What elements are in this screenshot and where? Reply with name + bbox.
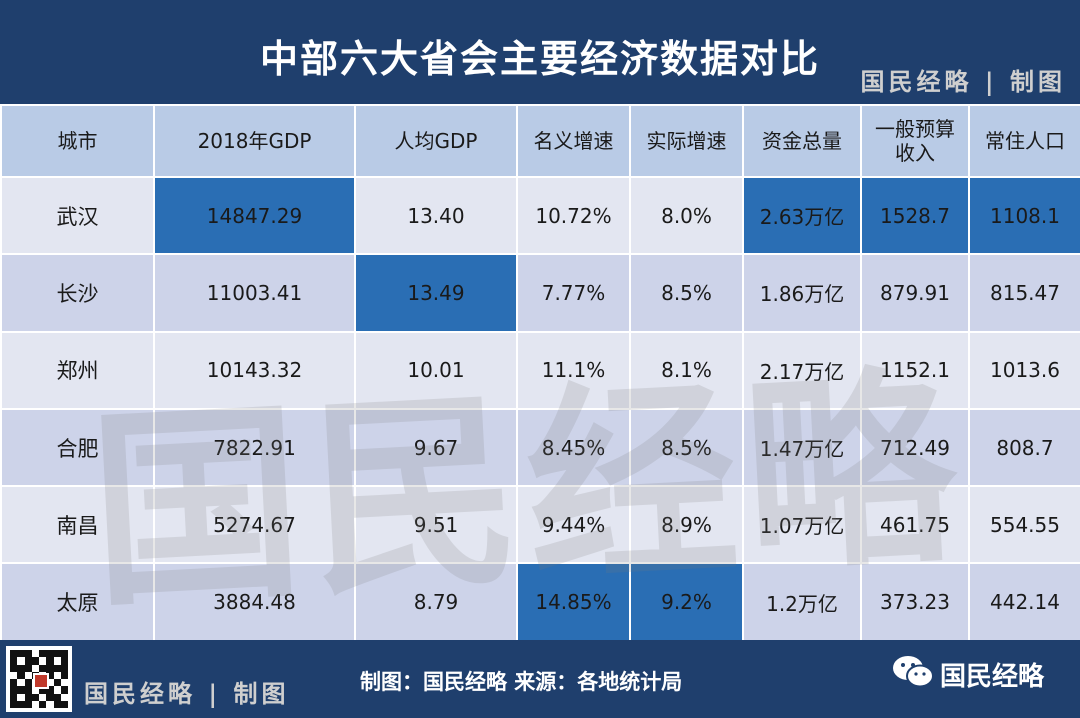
cell-gdp-per-capita: 13.40	[354, 175, 518, 256]
cell-city: 长沙	[0, 253, 155, 333]
cell-real-growth: 8.5%	[629, 407, 744, 488]
cell-population: 442.14	[968, 562, 1080, 642]
table-row: 太原 3884.48 8.79 14.85% 9.2% 1.2万亿 373.23…	[0, 562, 1080, 642]
cell-budget-revenue: 1152.1	[860, 330, 970, 410]
footer-source-text: 制图：国民经略 来源：各地统计局	[360, 670, 683, 694]
cell-population: 815.47	[968, 253, 1080, 333]
footer-brand-watermark: 国民经略 | 制图	[84, 679, 290, 708]
cell-nominal-growth: 8.45%	[516, 407, 631, 488]
cell-budget-revenue: 461.75	[860, 485, 970, 565]
cell-nominal-growth: 7.77%	[516, 253, 631, 333]
cell-deposit-total: 2.63万亿	[742, 175, 862, 256]
cell-nominal-growth: 14.85%	[516, 562, 631, 642]
wechat-name: 国民经略	[940, 662, 1045, 692]
cell-gdp: 5274.67	[153, 485, 356, 565]
header-gdp-per-capita: 人均GDP	[354, 104, 518, 178]
cell-real-growth: 8.1%	[629, 330, 744, 410]
cell-nominal-growth: 10.72%	[516, 175, 631, 256]
header-deposit-total: 资金总量	[742, 104, 862, 178]
cell-gdp: 3884.48	[153, 562, 356, 642]
cell-population: 1013.6	[968, 330, 1080, 410]
table-header-row: 城市 2018年GDP 人均GDP 名义增速 实际增速 资金总量 一般预算 收入…	[0, 104, 1080, 178]
cell-gdp: 14847.29	[153, 175, 356, 256]
cell-city: 南昌	[0, 485, 155, 565]
cell-budget-revenue: 1528.7	[860, 175, 970, 256]
header-gdp-2018: 2018年GDP	[153, 104, 356, 178]
cell-deposit-total: 2.17万亿	[742, 330, 862, 410]
cell-city: 合肥	[0, 407, 155, 488]
cell-city: 郑州	[0, 330, 155, 410]
cell-gdp-per-capita: 8.79	[354, 562, 518, 642]
cell-real-growth: 8.5%	[629, 253, 744, 333]
cell-deposit-total: 1.07万亿	[742, 485, 862, 565]
cell-nominal-growth: 9.44%	[516, 485, 631, 565]
cell-deposit-total: 1.2万亿	[742, 562, 862, 642]
header-budget-revenue-line1: 一般预算	[875, 117, 955, 141]
cell-city: 太原	[0, 562, 155, 642]
cell-population: 808.7	[968, 407, 1080, 488]
data-table-area: 城市 2018年GDP 人均GDP 名义增速 实际增速 资金总量 一般预算 收入…	[0, 104, 1080, 642]
cell-gdp: 10143.32	[153, 330, 356, 410]
cell-real-growth: 8.0%	[629, 175, 744, 256]
cell-budget-revenue: 373.23	[860, 562, 970, 642]
header-nominal-growth: 名义增速	[516, 104, 631, 178]
table-row: 郑州 10143.32 10.01 11.1% 8.1% 2.17万亿 1152…	[0, 330, 1080, 410]
header-population: 常住人口	[968, 104, 1080, 178]
qr-code-icon[interactable]	[6, 646, 72, 712]
qr-logo-icon	[33, 673, 49, 689]
cell-budget-revenue: 712.49	[860, 407, 970, 488]
table-row: 长沙 11003.41 13.49 7.77% 8.5% 1.86万亿 879.…	[0, 253, 1080, 333]
header-real-growth: 实际增速	[629, 104, 744, 178]
cell-city: 武汉	[0, 175, 155, 256]
cell-population: 554.55	[968, 485, 1080, 565]
cell-population: 1108.1	[968, 175, 1080, 256]
cell-nominal-growth: 11.1%	[516, 330, 631, 410]
cell-real-growth: 9.2%	[629, 562, 744, 642]
cell-budget-revenue: 879.91	[860, 253, 970, 333]
cell-deposit-total: 1.47万亿	[742, 407, 862, 488]
economic-data-table: 城市 2018年GDP 人均GDP 名义增速 实际增速 资金总量 一般预算 收入…	[0, 104, 1080, 642]
wechat-icon	[893, 656, 934, 688]
header-budget-revenue-line2: 收入	[895, 141, 935, 165]
cell-gdp-per-capita: 9.67	[354, 407, 518, 488]
cell-gdp-per-capita: 10.01	[354, 330, 518, 410]
header-city: 城市	[0, 104, 155, 178]
cell-gdp: 11003.41	[153, 253, 356, 333]
cell-deposit-total: 1.86万亿	[742, 253, 862, 333]
cell-gdp: 7822.91	[153, 407, 356, 488]
page-title: 中部六大省会主要经济数据对比	[259, 37, 820, 81]
header-budget-revenue: 一般预算 收入	[860, 104, 970, 178]
footer-bar: 国民经略 | 制图 制图：国民经略 来源：各地统计局 国民经略	[0, 640, 1080, 718]
cell-gdp-per-capita: 9.51	[354, 485, 518, 565]
table-row: 合肥 7822.91 9.67 8.45% 8.5% 1.47万亿 712.49…	[0, 407, 1080, 488]
cell-real-growth: 8.9%	[629, 485, 744, 565]
table-row: 南昌 5274.67 9.51 9.44% 8.9% 1.07万亿 461.75…	[0, 485, 1080, 565]
title-bar: 中部六大省会主要经济数据对比 国民经略 | 制图	[0, 0, 1080, 104]
cell-gdp-per-capita: 13.49	[354, 253, 518, 333]
title-brand-watermark: 国民经略 | 制图	[860, 67, 1066, 96]
table-row: 武汉 14847.29 13.40 10.72% 8.0% 2.63万亿 152…	[0, 175, 1080, 256]
